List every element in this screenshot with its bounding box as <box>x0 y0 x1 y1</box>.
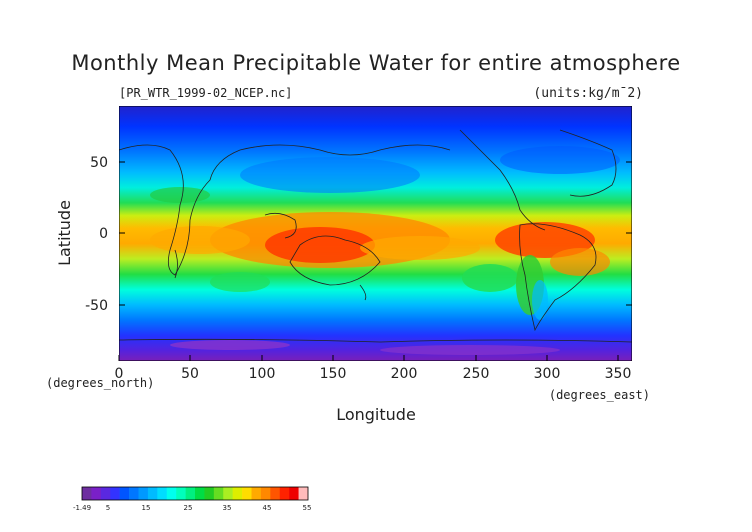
y-axis-unit: (degrees_north) <box>46 376 154 390</box>
colorbar-swatch <box>195 487 205 500</box>
y-axis <box>119 161 632 306</box>
colorbar-swatch <box>129 487 139 500</box>
units-label: (units:kg/m¯2) <box>533 86 643 101</box>
colorbar-swatch <box>82 487 92 500</box>
x-axis <box>118 355 619 361</box>
colorbar-swatch <box>204 487 215 500</box>
colorbar-swatch <box>157 487 168 500</box>
x-tick-label: 250 <box>463 366 490 382</box>
map-title: Monthly Mean Precipitable Water for enti… <box>71 51 680 75</box>
colorbar-swatch <box>289 487 299 500</box>
colorbar-tick-label: 55 <box>303 504 312 512</box>
y-tick-label: -50 <box>85 298 108 314</box>
colorbar-swatch <box>232 487 243 500</box>
colorbar-swatch <box>91 487 102 500</box>
colorbar-tick-label: 15 <box>142 504 151 512</box>
map-field <box>119 106 632 361</box>
colorbar-swatch <box>242 487 252 500</box>
x-axis-unit: (degrees_east) <box>549 388 650 402</box>
x-tick-label: 200 <box>391 366 418 382</box>
colorbar <box>81 486 309 501</box>
colorbar-swatch <box>279 487 290 500</box>
colorbar-swatch <box>166 487 177 500</box>
y-axis-label: Latitude <box>55 200 74 266</box>
colorbar-swatch <box>110 487 120 500</box>
y-tick-label: 0 <box>99 226 108 242</box>
colorbar-swatch <box>185 487 196 500</box>
colorbar-tick-labels: -1.49 5 15 25 35 45 55 <box>73 504 312 512</box>
colorbar-swatch <box>270 487 281 500</box>
x-tick-label: 150 <box>320 366 347 382</box>
colorbar-tick-label: -1.49 <box>73 504 91 512</box>
x-axis-label: Longitude <box>336 405 416 424</box>
colorbar-swatch <box>147 487 158 500</box>
x-tick-label: 100 <box>249 366 276 382</box>
colorbar-tick-label: 5 <box>106 504 110 512</box>
x-tick-label: 300 <box>534 366 561 382</box>
x-tick-label: 50 <box>181 366 199 382</box>
y-tick-label: 50 <box>90 155 108 171</box>
colorbar-swatch <box>100 487 111 500</box>
colorbar-swatch <box>251 487 262 500</box>
colorbar-swatch <box>298 487 309 500</box>
x-tick-label: 350 <box>605 366 632 382</box>
colorbar-swatch <box>176 487 186 500</box>
x-tick-label: 0 <box>115 366 124 382</box>
colorbar-swatch <box>223 487 233 500</box>
colorbar-tick-label: 35 <box>223 504 232 512</box>
colorbar-tick-label: 45 <box>263 504 272 512</box>
colorbar-swatch <box>213 487 224 500</box>
colorbar-swatch <box>138 487 149 500</box>
file-label: [PR_WTR_1999-02_NCEP.nc] <box>119 86 292 100</box>
colorbar-swatch <box>119 487 130 500</box>
colorbar-frame <box>81 486 309 501</box>
colorbar-tick-label: 25 <box>184 504 193 512</box>
x-tick-labels: 0 50 100 150 200 250 300 350 <box>115 366 632 382</box>
colorbar-swatch <box>260 487 271 500</box>
